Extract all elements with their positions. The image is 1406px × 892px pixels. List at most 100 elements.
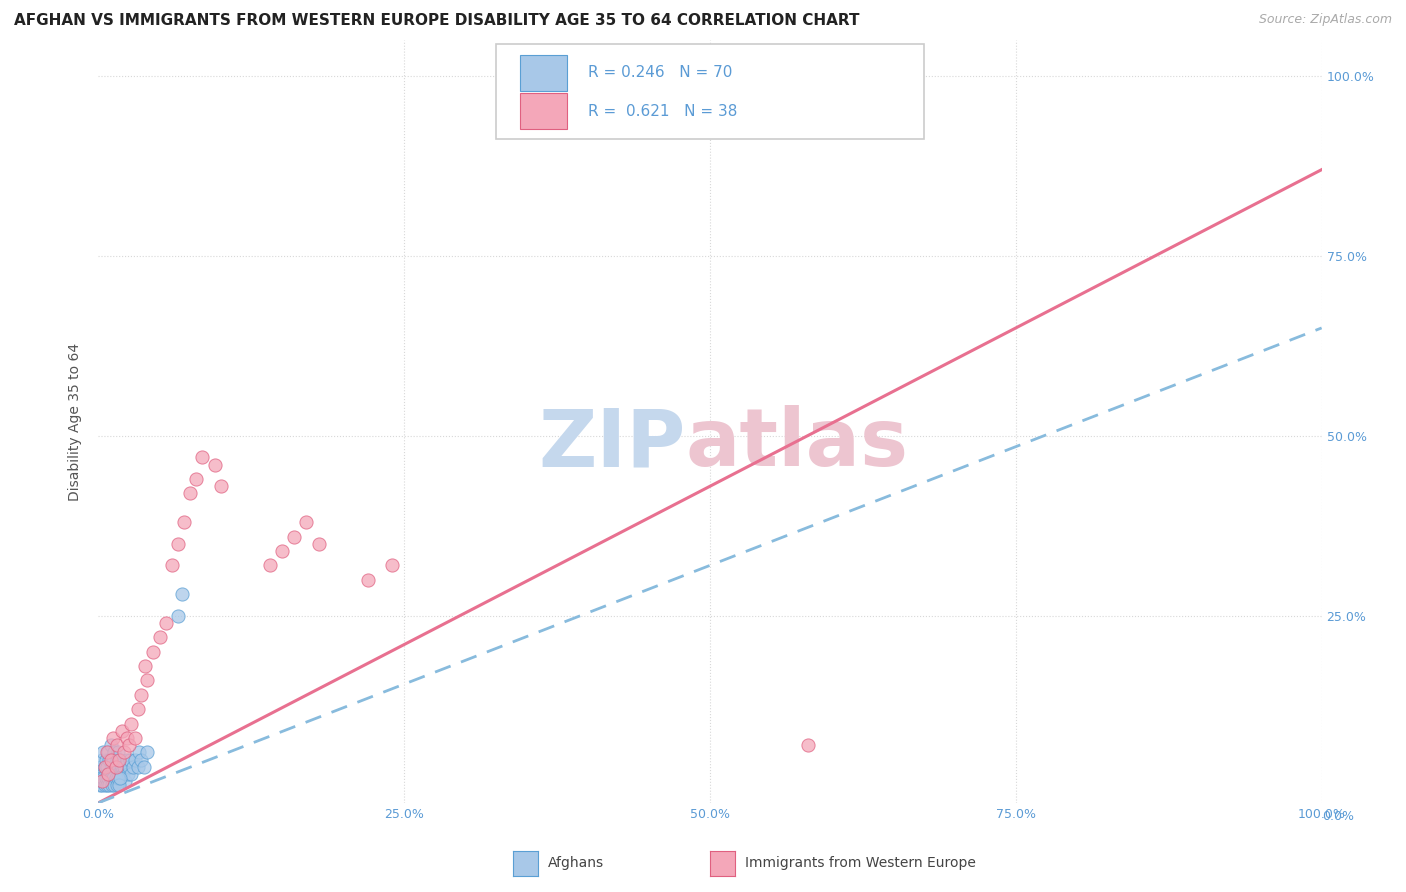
Point [107, 771, 129, 785]
Text: R = 0.246   N = 70: R = 0.246 N = 70 [588, 65, 733, 80]
Point [191, 450, 214, 465]
Point [108, 753, 131, 767]
Point [112, 746, 135, 760]
Point [91, 774, 114, 789]
Point [96, 774, 118, 789]
Point [90, 760, 112, 774]
Point [100, 767, 122, 781]
Point [120, 716, 142, 731]
Point [118, 760, 141, 774]
Point [179, 486, 201, 500]
Point [105, 778, 128, 792]
Text: R =  0.621   N = 38: R = 0.621 N = 38 [588, 103, 737, 119]
Point [107, 746, 129, 760]
Point [797, 738, 820, 752]
Point [110, 753, 132, 767]
Point [96, 760, 118, 774]
Point [381, 558, 404, 573]
Text: ZIP: ZIP [538, 405, 686, 483]
Point [96, 746, 118, 760]
Point [136, 673, 159, 688]
Point [173, 515, 195, 529]
Point [98, 774, 121, 789]
Point [100, 771, 122, 785]
Text: atlas: atlas [686, 405, 908, 483]
Point [91, 767, 114, 781]
Point [94, 753, 117, 767]
Point [136, 746, 159, 760]
Point [120, 767, 142, 781]
Point [103, 746, 125, 760]
Point [100, 753, 122, 767]
Point [270, 544, 294, 558]
Point [129, 688, 152, 702]
Point [186, 472, 208, 486]
Point [105, 753, 128, 767]
Point [204, 458, 226, 472]
Point [115, 731, 138, 745]
Point [114, 774, 136, 789]
Point [105, 738, 128, 752]
Y-axis label: Disability Age 35 to 64: Disability Age 35 to 64 [69, 343, 83, 500]
Point [118, 738, 141, 752]
Point [134, 659, 156, 673]
Point [160, 558, 183, 573]
Point [93, 760, 115, 774]
Point [94, 767, 117, 781]
Point [94, 771, 117, 785]
Point [91, 778, 114, 792]
Point [98, 778, 121, 792]
Point [127, 760, 149, 774]
Point [170, 587, 193, 601]
Point [124, 731, 146, 745]
Point [101, 771, 124, 785]
Point [124, 753, 146, 767]
Point [91, 753, 114, 767]
Point [259, 558, 281, 573]
Point [132, 760, 155, 774]
Point [91, 746, 114, 760]
Point [111, 723, 134, 738]
Point [103, 778, 125, 792]
Point [104, 760, 127, 774]
Point [103, 774, 125, 789]
Point [101, 778, 124, 792]
Point [108, 774, 131, 789]
Point [101, 753, 124, 767]
Point [128, 746, 150, 760]
Point [129, 753, 152, 767]
Point [101, 731, 124, 745]
FancyBboxPatch shape [520, 54, 567, 91]
Point [115, 753, 138, 767]
Text: Source: ZipAtlas.com: Source: ZipAtlas.com [1258, 13, 1392, 27]
Point [96, 778, 118, 792]
FancyBboxPatch shape [520, 93, 567, 129]
Point [117, 767, 139, 781]
Point [89, 774, 111, 789]
Point [93, 778, 115, 792]
Point [90, 767, 112, 781]
Point [155, 615, 177, 630]
Point [89, 778, 111, 792]
Point [283, 530, 305, 544]
Point [100, 738, 122, 752]
Point [101, 767, 124, 781]
Text: Afghans: Afghans [548, 856, 605, 871]
Point [93, 774, 115, 789]
Point [110, 771, 132, 785]
Point [91, 771, 114, 785]
Point [104, 760, 127, 774]
Point [149, 630, 172, 644]
Point [111, 767, 134, 781]
Point [120, 753, 142, 767]
Text: Immigrants from Western Europe: Immigrants from Western Europe [745, 856, 976, 871]
Point [91, 774, 114, 789]
Point [295, 515, 318, 529]
Text: AFGHAN VS IMMIGRANTS FROM WESTERN EUROPE DISABILITY AGE 35 TO 64 CORRELATION CHA: AFGHAN VS IMMIGRANTS FROM WESTERN EUROPE… [14, 13, 859, 29]
Point [112, 760, 135, 774]
Point [107, 767, 129, 781]
FancyBboxPatch shape [496, 44, 924, 139]
Point [104, 767, 127, 781]
Point [167, 608, 190, 623]
Point [142, 645, 165, 659]
